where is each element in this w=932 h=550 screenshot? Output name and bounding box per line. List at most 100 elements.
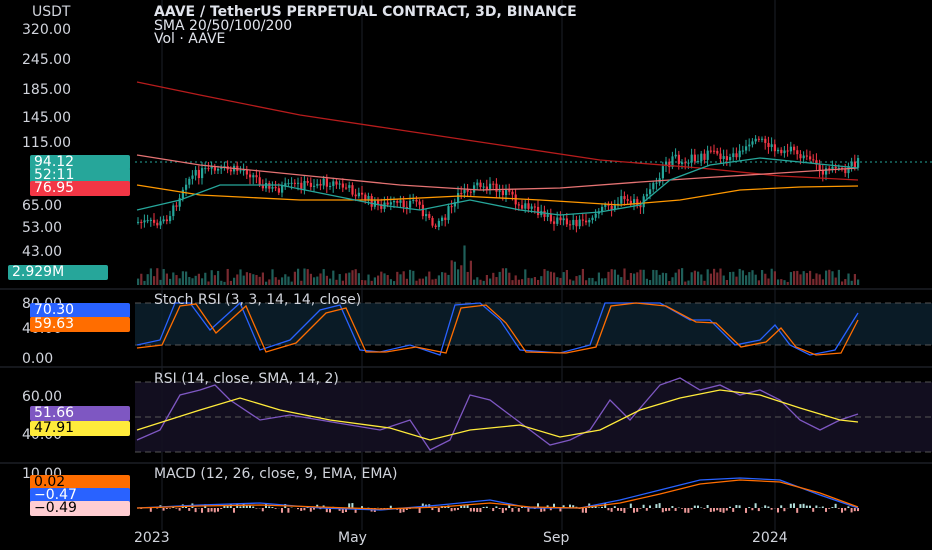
rsi-legend[interactable]: RSI (14, close, SMA, 14, 2)	[154, 371, 339, 387]
candle	[853, 161, 856, 168]
macd-histogram-bar	[645, 508, 648, 511]
candle	[348, 185, 351, 188]
volume-bar	[719, 268, 722, 285]
macd-histogram-bar	[325, 508, 328, 513]
volume-bar	[789, 272, 792, 285]
countdown-tag[interactable]: 52:11	[30, 168, 130, 183]
last-price-tag[interactable]: 94.12	[30, 155, 130, 170]
candle	[524, 203, 527, 209]
macd-histogram-bar	[521, 506, 523, 508]
macd-histogram-bar	[175, 508, 178, 509]
candle	[197, 169, 200, 179]
candle	[572, 219, 575, 225]
candle	[281, 185, 284, 193]
rsi-ma-tag[interactable]: 47.91	[30, 421, 130, 436]
volume-bar	[703, 280, 706, 285]
macd-histogram-bar	[501, 508, 504, 513]
macd-histogram-bar	[847, 506, 850, 508]
candle	[469, 191, 472, 193]
macd-histogram-bar	[610, 508, 613, 512]
volume-bar	[594, 281, 597, 285]
volume-tag[interactable]: 2.929M	[8, 265, 108, 280]
candle	[837, 167, 840, 169]
volume-bar	[530, 278, 533, 285]
candle	[706, 150, 709, 160]
macd-histogram-tag[interactable]: −0.49	[30, 501, 130, 516]
macd-histogram-bar	[636, 508, 639, 512]
macd-histogram-bar	[805, 505, 808, 508]
candle	[850, 161, 853, 167]
volume-bar	[777, 279, 780, 285]
volume-bar	[546, 270, 549, 285]
volume-bar	[591, 277, 594, 285]
candle	[809, 156, 812, 160]
macd-histogram-bar	[505, 508, 507, 511]
volume-bar	[447, 274, 450, 285]
candle	[290, 182, 293, 184]
volume-bar	[681, 268, 684, 285]
stoch-k-tag[interactable]: 70.30	[30, 303, 130, 318]
candle	[421, 204, 424, 217]
macd-histogram-bar	[149, 508, 152, 512]
macd-histogram-bar	[549, 508, 552, 511]
volume-bar	[329, 278, 332, 285]
candle	[393, 201, 396, 203]
macd-histogram-bar	[207, 508, 210, 513]
macd-histogram-bar	[255, 508, 258, 509]
macd-histogram-bar	[668, 508, 671, 511]
candle	[601, 206, 604, 212]
quote-currency-label[interactable]: USDT	[32, 4, 71, 20]
candle	[799, 154, 802, 159]
volume-bar	[351, 270, 354, 285]
candle	[444, 217, 447, 221]
candle	[802, 155, 805, 159]
volume-bar	[684, 281, 687, 285]
macd-histogram-bar	[572, 505, 575, 508]
macd-histogram-bar	[537, 503, 539, 508]
stoch-rsi-legend[interactable]: Stoch RSI (3, 3, 14, 14, close)	[154, 292, 362, 308]
volume-legend[interactable]: Vol · AAVE	[154, 31, 226, 47]
volume-bar	[165, 273, 168, 285]
candle	[389, 202, 392, 205]
candle	[722, 156, 725, 159]
volume-bar	[223, 281, 226, 285]
candle	[223, 166, 226, 168]
macd-histogram-bar	[271, 507, 274, 508]
macd-histogram-bar	[725, 508, 728, 511]
macd-histogram-bar	[690, 508, 693, 510]
volume-bar	[629, 272, 632, 285]
candle	[316, 183, 319, 186]
candle	[361, 192, 364, 195]
candle	[690, 154, 693, 163]
volume-bar	[489, 278, 492, 285]
volume-bar	[687, 280, 690, 285]
macd-histogram-bar	[188, 508, 191, 511]
volume-bar	[741, 270, 744, 285]
macd-line-tag[interactable]: −0.47	[30, 488, 130, 503]
volume-bar	[457, 269, 460, 285]
candle	[521, 205, 524, 209]
volume-bar	[581, 268, 584, 285]
sma-price-tag[interactable]: 76.95	[30, 181, 130, 196]
candle	[684, 162, 687, 164]
macd-histogram-bar	[165, 508, 168, 509]
candle	[213, 166, 216, 171]
stoch-d-tag[interactable]: 59.63	[30, 317, 130, 332]
candle	[303, 181, 306, 190]
macd-histogram-bar	[658, 503, 661, 508]
candle	[322, 178, 325, 186]
rsi-value-tag[interactable]: 51.66	[30, 406, 130, 421]
candle	[434, 225, 437, 227]
macd-legend[interactable]: MACD (12, 26, close, 9, EMA, EMA)	[154, 466, 398, 482]
candle	[265, 183, 268, 189]
volume-bar	[841, 281, 844, 285]
sma-legend[interactable]: SMA 20/50/100/200	[154, 18, 293, 34]
macd-histogram-bar	[329, 508, 331, 513]
macd-histogram-bar	[361, 506, 363, 508]
volume-bar	[636, 272, 639, 285]
volume-bar	[642, 269, 645, 285]
candle	[825, 168, 828, 175]
macd-signal-tag[interactable]: 0.02	[30, 475, 130, 490]
volume-bar	[479, 279, 482, 285]
